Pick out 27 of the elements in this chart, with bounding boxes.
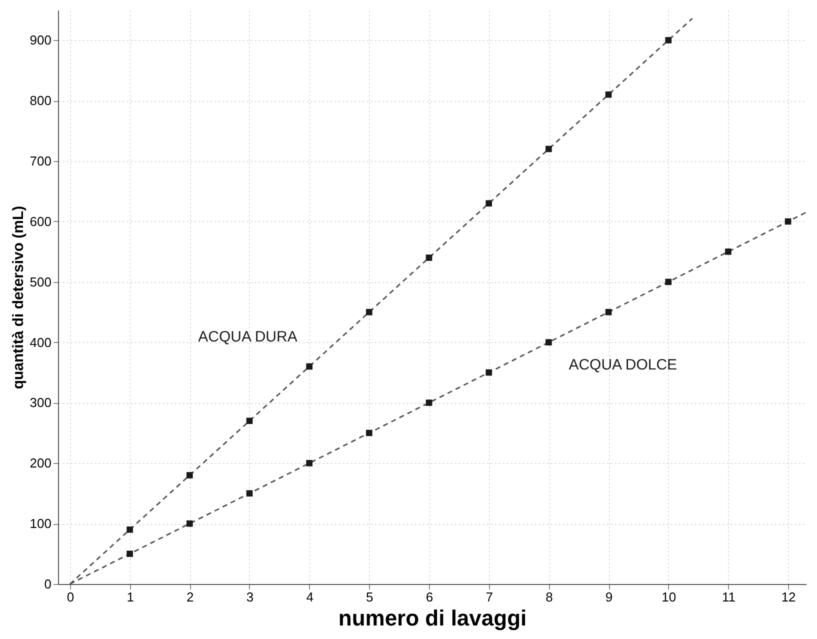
- y-tick-label: 600: [30, 214, 52, 229]
- x-axis-title: numero di lavaggi: [338, 606, 527, 630]
- y-tick-label: 200: [30, 456, 52, 471]
- y-tick-label: 800: [30, 93, 52, 108]
- x-tick-label: 12: [781, 590, 796, 604]
- y-tick-label: 100: [30, 516, 52, 532]
- x-tick-label: 10: [662, 590, 676, 604]
- x-tick-label: 0: [66, 590, 74, 604]
- x-tick-label: 1: [126, 590, 134, 604]
- series-label: ACQUA DURA: [198, 328, 298, 346]
- x-tick-label: 5: [366, 590, 374, 604]
- y-tick-label: 700: [30, 154, 52, 169]
- y-tick-label: 300: [30, 395, 52, 410]
- y-tick-label: 900: [30, 32, 52, 48]
- y-axis-title: quantità di detersivo (mL): [10, 206, 27, 390]
- y-tick-label: 500: [30, 274, 52, 290]
- y-tick-label: 0: [44, 576, 52, 592]
- x-tick-label: 9: [605, 590, 613, 604]
- x-tick-label: 11: [722, 590, 736, 604]
- x-tick-label: 3: [246, 590, 254, 604]
- x-tick-label: 4: [306, 590, 314, 604]
- y-tick-label: 400: [30, 334, 52, 350]
- x-tick-label: 8: [546, 590, 553, 604]
- x-tick-label: 7: [486, 590, 493, 604]
- x-tick-label: 2: [186, 590, 194, 604]
- x-tick-label: 6: [426, 590, 434, 604]
- series-label: ACQUA DOLCE: [568, 356, 678, 374]
